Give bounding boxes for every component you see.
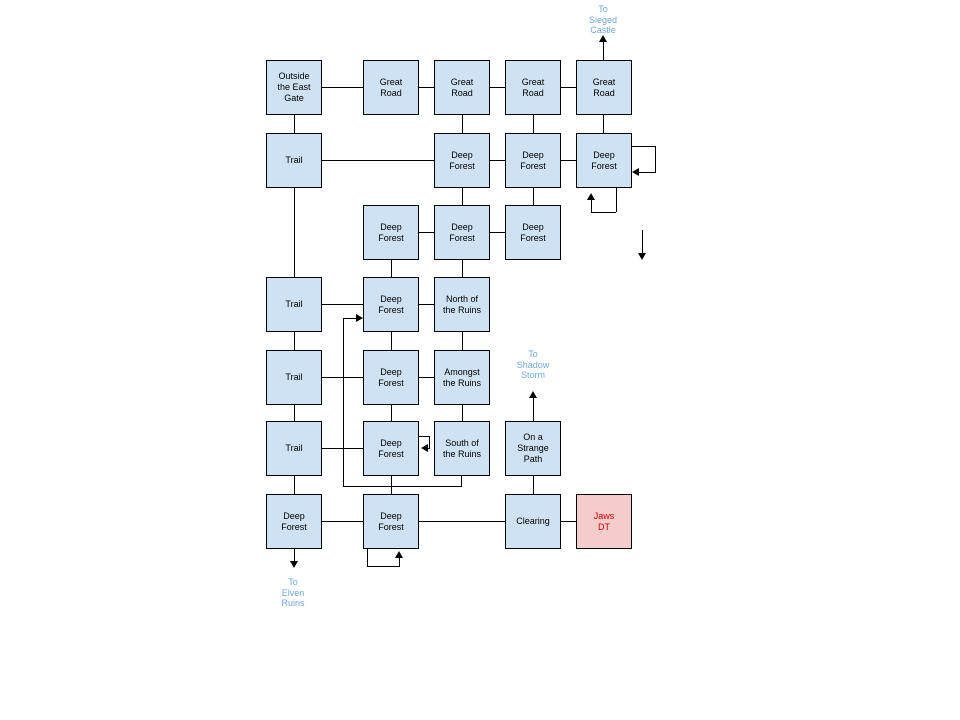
arrow-self-loop-right-deep-forest-icon	[632, 168, 639, 176]
edge-line	[391, 332, 392, 350]
room-jaws-dt: Jaws DT	[576, 494, 632, 549]
edge-line	[461, 476, 462, 487]
room-clearing: Clearing	[505, 494, 561, 549]
edge-line	[419, 304, 434, 305]
edge-line	[419, 232, 434, 233]
edge-line	[490, 232, 505, 233]
edge-line	[561, 521, 576, 522]
room-south-of-the-ruins: South of the Ruins	[434, 421, 490, 476]
exit-label-to-shadow-storm: To Shadow Storm	[516, 349, 550, 380]
edge-line	[294, 549, 295, 561]
room-trail-mid-1: Trail	[266, 277, 322, 332]
edge-line	[490, 160, 505, 161]
room-on-a-strange-path: On a Strange Path	[505, 421, 561, 476]
room-deep-forest-11: Deep Forest	[363, 494, 419, 549]
edge-line	[322, 160, 434, 161]
room-deep-forest-5: Deep Forest	[434, 205, 490, 260]
edge-line	[367, 549, 368, 567]
edge-line	[399, 557, 400, 566]
edge-line	[419, 87, 434, 88]
edge-line	[429, 436, 430, 449]
room-deep-forest-1: Deep Forest	[434, 133, 490, 188]
arrow-oneway-into-deep-forest-icon	[356, 314, 363, 322]
room-outside-east-gate: Outside the East Gate	[266, 60, 322, 115]
edge-line	[462, 332, 463, 350]
edge-line	[391, 476, 392, 494]
room-deep-forest-3: Deep Forest	[576, 133, 632, 188]
arrow-up-to-sieged-castle-icon	[599, 35, 607, 42]
room-north-of-the-ruins: North of the Ruins	[434, 277, 490, 332]
room-deep-forest-10: Deep Forest	[266, 494, 322, 549]
room-trail-mid-2: Trail	[266, 350, 322, 405]
edge-line	[642, 230, 643, 253]
room-trail-north: Trail	[266, 133, 322, 188]
edge-line	[462, 115, 463, 133]
room-trail-south: Trail	[266, 421, 322, 476]
room-deep-forest-7: Deep Forest	[363, 277, 419, 332]
edge-line	[322, 521, 363, 522]
edge-line	[419, 521, 505, 522]
arrow-self-loop-deep-forest-11-icon	[395, 551, 403, 558]
edge-line	[639, 172, 656, 173]
edge-line	[343, 318, 356, 319]
room-deep-forest-2: Deep Forest	[505, 133, 561, 188]
exit-label-to-sieged-castle: To Sieged Castle	[588, 4, 618, 35]
edge-line	[561, 87, 576, 88]
edge-line	[367, 566, 400, 567]
edge-line	[343, 486, 462, 487]
edge-line	[603, 115, 604, 133]
edge-line	[533, 188, 534, 205]
room-great-road-2: Great Road	[434, 60, 490, 115]
room-deep-forest-9: Deep Forest	[363, 421, 419, 476]
edge-line	[419, 377, 434, 378]
arrow-self-loop-bottom-deep-forest-icon	[587, 193, 595, 200]
edge-line	[391, 260, 392, 277]
arrow-down-floating-icon	[638, 253, 646, 260]
edge-line	[294, 332, 295, 350]
room-great-road-1: Great Road	[363, 60, 419, 115]
edge-line	[533, 115, 534, 133]
edge-line	[462, 405, 463, 421]
room-great-road-4: Great Road	[576, 60, 632, 115]
edge-line	[490, 87, 505, 88]
room-deep-forest-6: Deep Forest	[505, 205, 561, 260]
exit-label-to-elven-ruins: To Elven Ruins	[281, 577, 305, 608]
edge-line	[294, 476, 295, 494]
edge-line	[533, 398, 534, 421]
edge-line	[391, 405, 392, 421]
edge-line	[462, 260, 463, 277]
edge-line	[294, 188, 295, 277]
edge-line	[655, 146, 656, 173]
edge-line	[294, 115, 295, 133]
edge-line	[322, 87, 363, 88]
edge-line	[591, 212, 616, 213]
edge-line	[603, 42, 604, 60]
edge-line	[294, 405, 295, 421]
edge-line	[322, 304, 363, 305]
arrow-self-loop-deep-forest-9-icon	[421, 444, 428, 452]
edge-line	[561, 160, 576, 161]
room-great-road-3: Great Road	[505, 60, 561, 115]
edge-line	[631, 146, 655, 147]
edge-line	[462, 188, 463, 205]
arrow-down-to-elven-ruins-icon	[290, 561, 298, 568]
room-deep-forest-4: Deep Forest	[363, 205, 419, 260]
edge-line	[616, 188, 617, 212]
edge-line	[322, 377, 363, 378]
room-amongst-the-ruins: Amongst the Ruins	[434, 350, 490, 405]
room-deep-forest-8: Deep Forest	[363, 350, 419, 405]
edge-line	[322, 448, 363, 449]
edge-line	[419, 436, 429, 437]
edge-line	[343, 318, 344, 487]
edge-line	[591, 200, 592, 212]
edge-line	[533, 476, 534, 494]
arrow-up-to-shadow-storm-icon	[529, 391, 537, 398]
